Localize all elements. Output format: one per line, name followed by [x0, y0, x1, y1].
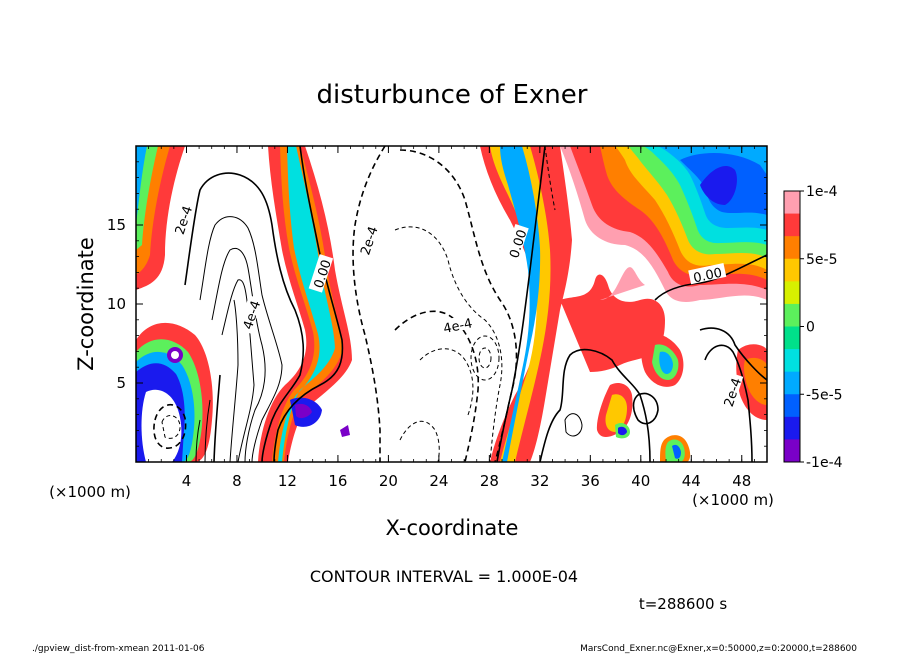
contour-label-bg — [688, 263, 727, 285]
x-tick-label: 48 — [732, 472, 751, 490]
colorbar-swatch — [784, 213, 800, 237]
y-tick-label: 10 — [107, 295, 126, 313]
contour-label-bg — [718, 372, 744, 412]
x-tick-label: 40 — [631, 472, 650, 490]
colorbar-swatch — [784, 281, 800, 305]
colorbar-swatch — [784, 236, 800, 260]
x-tick-label: 44 — [682, 472, 701, 490]
contour-label-bg — [504, 224, 529, 263]
x-unit-label-left: (×1000 m) — [49, 483, 131, 501]
colorbar-swatch — [784, 191, 800, 215]
colorbar-swatch — [784, 349, 800, 373]
y-axis-title: Z-coordinate — [74, 237, 98, 371]
time-label: t=288600 s — [639, 595, 727, 613]
colorbar-swatch — [784, 439, 800, 463]
colorbar-tick-label: -5e-5 — [806, 387, 843, 403]
contour-lines — [153, 146, 767, 462]
x-tick-label: 32 — [530, 472, 549, 490]
colorbar-swatch — [784, 394, 800, 418]
colorbar-tick-label: -1e-4 — [806, 455, 843, 471]
contour-label-text: 0.00 — [692, 266, 723, 287]
contour-label-bg — [169, 200, 195, 239]
colorbar-swatches — [784, 191, 800, 463]
contour-label-text: 4e-4 — [442, 316, 474, 337]
contour-label-bg — [308, 254, 334, 293]
x-tick-label: 4 — [182, 472, 192, 490]
plot-area — [135, 145, 768, 463]
y-tick-label: 15 — [107, 216, 126, 234]
chart-title: disturbunce of Exner — [317, 80, 588, 110]
colorbar: 1e-4 5e-5 0 -5e-5 -1e-4 — [783, 184, 843, 471]
x-tick-label: 28 — [480, 472, 499, 490]
x-axis: 4 8 12 16 20 24 28 32 36 40 44 48 — [135, 146, 768, 490]
colorbar-swatch — [784, 258, 800, 282]
x-axis-title: X-coordinate — [386, 516, 519, 540]
x-tick-label: 12 — [278, 472, 297, 490]
filled-regions — [136, 146, 767, 462]
colorbar-ticks: 1e-4 5e-5 0 -5e-5 -1e-4 — [800, 184, 843, 471]
x-tick-label: 16 — [328, 472, 347, 490]
footer-left-text: ./gpview_dist-from-xmean 2011-01-06 — [32, 644, 205, 654]
colorbar-swatch — [784, 416, 800, 440]
colorbar-swatch — [784, 371, 800, 395]
y-tick-label: 5 — [116, 374, 126, 392]
contour-interval-text: CONTOUR INTERVAL = 1.000E-04 — [310, 567, 578, 586]
contour-label: 0.00 — [688, 263, 727, 287]
contour-label-bg — [355, 220, 380, 260]
colorbar-tick-label: 0 — [806, 320, 815, 336]
colorbar-tick-label: 5e-5 — [806, 252, 837, 268]
x-unit-label-right: (×1000 m) — [692, 491, 774, 509]
colorbar-swatch — [784, 303, 800, 327]
x-tick-label: 8 — [232, 472, 242, 490]
x-tick-label: 36 — [581, 472, 600, 490]
colorbar-swatch — [784, 326, 800, 350]
footer-right-text: MarsCond_Exner.nc@Exner,x=0:50000,z=0:20… — [580, 644, 857, 654]
x-tick-label: 24 — [429, 472, 448, 490]
contour-label: 4e-4 — [438, 313, 477, 337]
colorbar-tick-label: 1e-4 — [806, 184, 838, 200]
y-axis: 5 10 15 — [107, 145, 767, 463]
contour-label-bg — [438, 313, 477, 335]
contour-label-bg — [237, 295, 263, 334]
x-tick-label: 20 — [379, 472, 398, 490]
